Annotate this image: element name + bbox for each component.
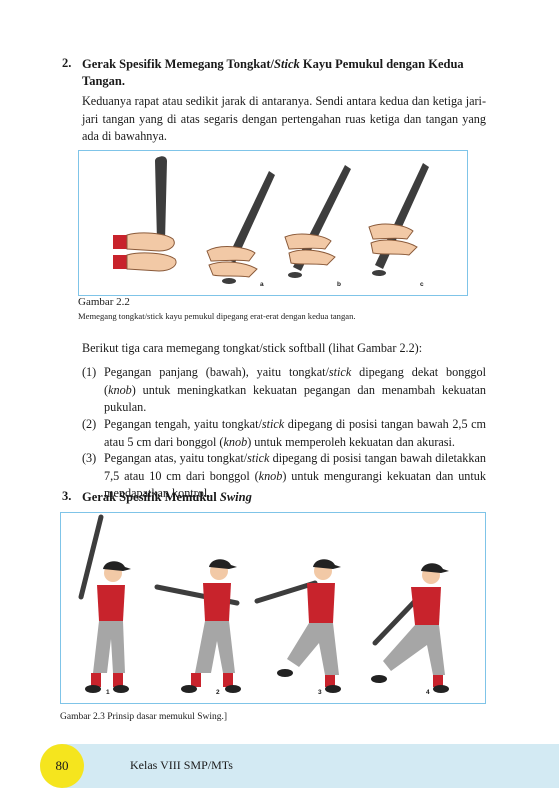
list-marker: (1) [82, 365, 97, 379]
grip-illustration-c [368, 163, 429, 276]
swing-label-4: 4 [426, 689, 430, 696]
footer-band [40, 744, 559, 788]
list-item-1: (1) Pegangan panjang (bawah), yaitu tong… [82, 364, 486, 417]
section-title: Gerak Spesifik Memegang Tongkat/Stick Ka… [82, 56, 486, 90]
grip-illustration-b [284, 165, 351, 278]
list-marker: (3) [82, 451, 97, 465]
section-paragraph: Keduanya rapat atau sedikit jarak di ant… [82, 94, 486, 143]
grip-label-a: a [260, 281, 264, 288]
figure-swing-panel: 1 2 3 4 [60, 512, 486, 704]
list-intro: Berikut tiga cara memegang tongkat/stick… [82, 341, 423, 355]
grip-illustration-main [113, 156, 177, 272]
grip-illustration [113, 156, 429, 284]
figure-caption-title: Gambar 2.2 [78, 296, 130, 308]
section-number: 3. [62, 489, 72, 503]
footer-title: Kelas VIII SMP/MTs [130, 758, 233, 772]
list-text: Pegangan atas, yaitu tongkat/stick dipeg… [104, 451, 486, 500]
batter-pose-1 [78, 514, 131, 693]
batter-pose-2 [154, 559, 241, 693]
swing-label-3: 3 [318, 689, 322, 696]
swing-label-1: 1 [106, 689, 110, 696]
swing-illustration [78, 514, 449, 693]
batter-pose-3 [254, 559, 341, 693]
list-text: Pegangan tengah, yaitu tongkat/stick dip… [104, 417, 486, 449]
list-item-2: (2) Pegangan tengah, yaitu tongkat/stick… [82, 416, 486, 451]
swing-label-2: 2 [216, 689, 220, 696]
figure-caption: Gambar 2.3 Prinsip dasar memukul Swing.] [60, 712, 228, 722]
grip-label-b: b [337, 281, 341, 288]
title-part: Kayu Pemukul dengan Kedua [299, 57, 464, 71]
list-marker: (2) [82, 417, 97, 431]
batter-pose-4 [371, 563, 449, 693]
page-number: 80 [40, 744, 84, 788]
figure-caption-text: Memegang tongkat/stick kayu pemukul dipe… [78, 311, 356, 321]
section-number: 2. [62, 56, 72, 70]
title-italic: Stick [274, 57, 300, 71]
list-item-3: (3) Pegangan atas, yaitu tongkat/stick d… [82, 450, 486, 503]
grip-illustration-a [206, 171, 275, 284]
title-part: Gerak Spesifik Memegang Tongkat/ [82, 57, 275, 71]
figure-grip-panel: a b c [78, 150, 468, 296]
section-title: Gerak Spesifik Memukul Swing [82, 490, 252, 504]
title-part: Tangan. [82, 74, 125, 88]
grip-label-c: c [420, 281, 424, 288]
list-text: Pegangan panjang (bawah), yaitu tongkat/… [104, 365, 487, 414]
